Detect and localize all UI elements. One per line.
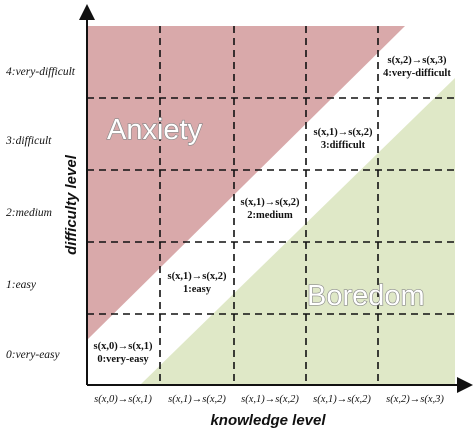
y-axis-title: difficulty level	[63, 154, 80, 255]
anxiety-zone	[87, 26, 405, 340]
x-tick-label: s(x,1)→s(x,2)	[168, 394, 226, 405]
y-tick-label: 2:medium	[6, 207, 52, 219]
flow-cell-difficulty: 4:very-difficult	[383, 68, 451, 79]
boredom-zone	[140, 78, 455, 385]
flow-cell-0: s(x,0)→s(x,1) 0:very-easy	[94, 341, 153, 365]
x-axis-title: knowledge level	[210, 412, 326, 429]
flow-cell-difficulty: 3:difficult	[321, 140, 366, 151]
flow-cell-3: s(x,1)→s(x,2) 3:difficult	[314, 127, 373, 151]
flow-cell-difficulty: 0:very-easy	[97, 354, 149, 365]
x-tick-label: s(x,1)→s(x,2)	[241, 394, 299, 405]
flow-cell-4: s(x,2)→s(x,3) 4:very-difficult	[383, 55, 451, 79]
flow-cell-difficulty: 2:medium	[247, 210, 293, 221]
x-tick-label: s(x,0)→s(x,1)	[94, 394, 152, 405]
flow-cell-transition: s(x,1)→s(x,2)	[168, 271, 227, 282]
flow-cell-difficulty: 1:easy	[183, 284, 212, 295]
y-tick-label: 4:very-difficult	[6, 66, 76, 78]
x-tick-label: s(x,2)→s(x,3)	[386, 394, 444, 405]
anxiety-label: Anxiety	[107, 114, 203, 146]
flow-cell-2: s(x,1)→s(x,2) 2:medium	[241, 197, 300, 221]
flow-cell-transition: s(x,1)→s(x,2)	[314, 127, 373, 138]
x-tick-label: s(x,1)→s(x,2)	[313, 394, 371, 405]
boredom-label: Boredom	[307, 280, 425, 312]
flow-cell-transition: s(x,0)→s(x,1)	[94, 341, 153, 352]
grid	[87, 26, 455, 385]
y-tick-label: 1:easy	[6, 279, 37, 291]
flow-cell-1: s(x,1)→s(x,2) 1:easy	[168, 271, 227, 295]
y-tick-label: 0:very-easy	[6, 349, 61, 361]
flow-cell-transition: s(x,2)→s(x,3)	[388, 55, 447, 66]
flow-cell-transition: s(x,1)→s(x,2)	[241, 197, 300, 208]
y-tick-label: 3:difficult	[5, 135, 52, 147]
